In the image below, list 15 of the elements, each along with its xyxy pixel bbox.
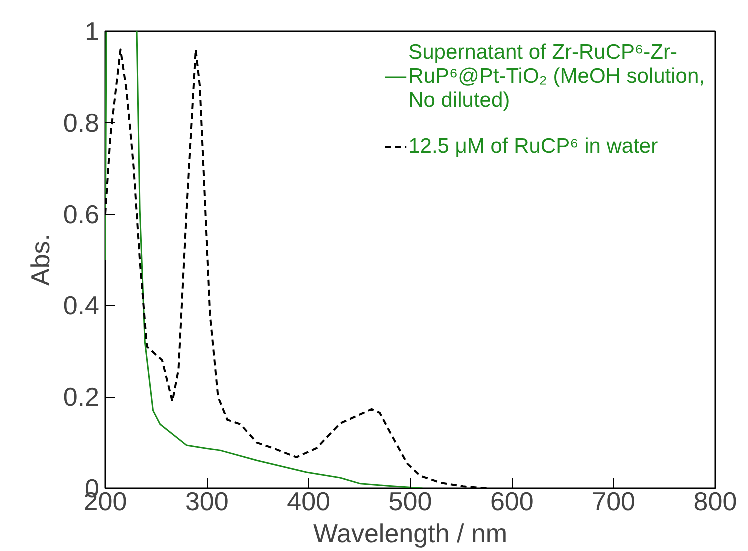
x-tick-label: 800 [694,486,738,516]
x-tick-label: 500 [388,486,432,516]
y-tick-label: 0.8 [63,108,100,138]
legend-label: Supernatant of Zr-RuCP⁶-Zr-RuP⁶@Pt-TiO₂ (MeOH solution, No diluted) [408,41,705,113]
x-tick-label: 600 [490,486,534,516]
y-tick-label: 1 [85,16,100,46]
legend-label: 12.5 μM of RuCP⁶ in water [408,135,658,159]
y-tick-label: 0.2 [63,382,100,412]
y-tick-label: 0.4 [63,290,100,321]
x-tick-label: 700 [592,486,636,516]
x-axis-title: Wavelength / nm [313,518,508,548]
y-axis-title: Abs. [25,234,56,286]
x-tick-label: 400 [287,486,331,516]
y-tick-label: 0.6 [63,199,100,230]
x-tick-label: 300 [185,486,229,516]
